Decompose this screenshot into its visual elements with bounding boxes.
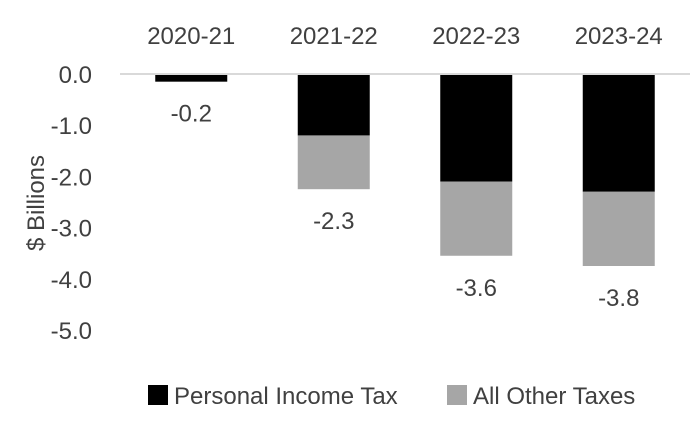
bar-segment [297, 74, 370, 136]
legend-label: All Other Taxes [473, 383, 635, 410]
y-axis-title: $ Billions [23, 155, 50, 251]
y-tick-label: -3.0 [51, 216, 92, 243]
category-label: 2023-24 [575, 23, 663, 50]
category-label: 2022-23 [432, 23, 520, 50]
y-tick-label: 0.0 [59, 62, 92, 89]
bar-segment [297, 135, 370, 190]
total-label: -0.2 [171, 101, 212, 128]
legend-label: Personal Income Tax [174, 383, 398, 410]
y-tick-label: -1.0 [51, 113, 92, 140]
y-tick-label: -4.0 [51, 267, 92, 294]
bar-segment [440, 181, 513, 256]
legend-swatch [148, 385, 168, 405]
category-label: 2021-22 [290, 23, 378, 50]
y-tick-label: -5.0 [51, 318, 92, 345]
y-axis-ticks: 0.0 -1.0 -2.0 -3.0 -4.0 -5.0 [51, 62, 92, 345]
bar-segment [155, 74, 228, 82]
legend-swatch [447, 385, 467, 405]
bar-segment [582, 74, 655, 192]
bars [155, 74, 655, 266]
category-labels: 2020-21 2021-22 2022-23 2023-24 [147, 23, 663, 50]
legend: Personal Income Tax All Other Taxes [148, 383, 635, 410]
bar-segment [440, 74, 513, 182]
total-label: -3.8 [598, 285, 639, 312]
total-label: -2.3 [313, 208, 354, 235]
total-labels: -0.2 -2.3 -3.6 -3.8 [171, 101, 640, 312]
y-tick-label: -2.0 [51, 164, 92, 191]
total-label: -3.6 [456, 275, 497, 302]
category-label: 2020-21 [147, 23, 235, 50]
bar-segment [582, 191, 655, 266]
